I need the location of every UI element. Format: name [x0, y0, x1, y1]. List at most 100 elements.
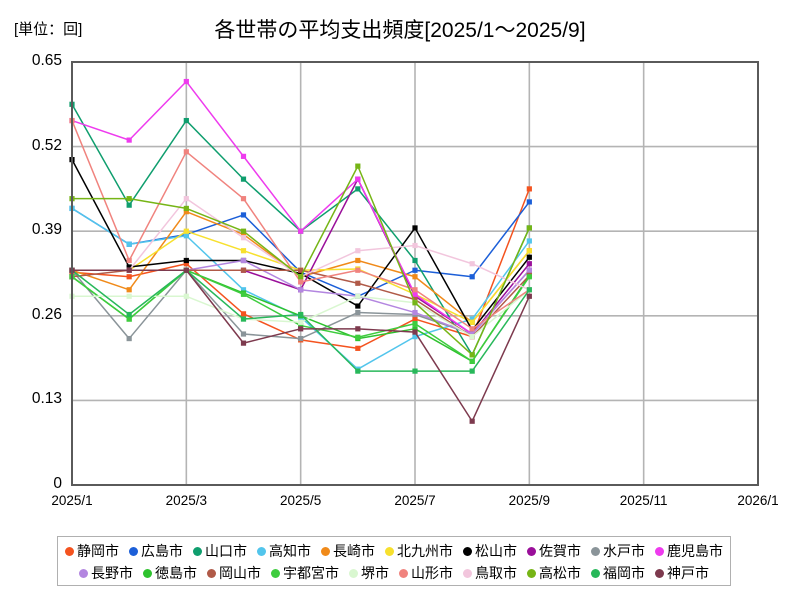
legend-item-高知市[interactable]: 高知市: [257, 544, 311, 558]
legend-item-広島市[interactable]: 広島市: [129, 544, 183, 558]
series-marker: [298, 326, 304, 332]
series-marker: [469, 316, 475, 322]
series-marker: [240, 267, 247, 273]
series-marker: [298, 267, 304, 273]
legend-label: 長野市: [91, 565, 133, 581]
series-marker: [126, 267, 132, 273]
series-marker: [526, 225, 532, 231]
legend-marker-icon: [349, 568, 358, 578]
series-marker: [526, 248, 532, 254]
series-marker: [412, 334, 418, 340]
legend-marker-icon: [399, 568, 408, 578]
series-marker: [183, 261, 189, 267]
y-axis-tick-label: 0.13: [31, 390, 62, 408]
legend-marker-icon: [463, 568, 472, 578]
series-marker: [355, 345, 361, 351]
series-marker: [355, 176, 361, 182]
series-marker: [240, 153, 247, 159]
series-marker: [412, 321, 418, 327]
legend-item-静岡市[interactable]: 静岡市: [65, 544, 119, 558]
series-marker: [412, 267, 418, 273]
series-marker: [183, 205, 189, 212]
series-marker: [412, 326, 418, 332]
legend-label: 広島市: [141, 543, 183, 559]
legend-item-岡山市[interactable]: 岡山市: [207, 566, 261, 580]
series-marker: [412, 368, 418, 374]
series-marker: [412, 300, 418, 306]
series-marker: [240, 196, 247, 202]
series-marker: [183, 78, 189, 85]
legend-item-北九州市[interactable]: 北九州市: [385, 544, 453, 558]
series-marker: [126, 335, 132, 342]
series-marker: [469, 326, 475, 332]
series-marker: [469, 352, 475, 358]
legend-item-鳥取市[interactable]: 鳥取市: [463, 566, 517, 580]
legend-item-山口市[interactable]: 山口市: [193, 544, 247, 558]
y-axis-tick-label: 0: [53, 475, 62, 492]
legend-item-高松市[interactable]: 高松市: [527, 566, 581, 580]
legend-item-水戸市[interactable]: 水戸市: [591, 544, 645, 558]
page-title: 各世帯の平均支出頻度[2025/1～2025/9]: [214, 19, 586, 42]
legend-marker-icon: [129, 546, 138, 556]
legend-marker-icon: [321, 546, 330, 556]
series-marker: [126, 316, 132, 322]
series-marker: [412, 257, 418, 264]
series-marker: [183, 228, 189, 234]
legend-item-山形市[interactable]: 山形市: [399, 566, 453, 580]
legend-item-宇都宮市[interactable]: 宇都宮市: [271, 566, 339, 580]
series-marker: [183, 293, 189, 299]
legend-item-松山市[interactable]: 松山市: [463, 544, 517, 558]
series-marker: [412, 287, 418, 293]
legend-item-神戸市[interactable]: 神戸市: [655, 566, 709, 580]
legend-label: 山口市: [205, 543, 247, 559]
legend-row: 静岡市 広島市 山口市 高知市 長崎市 北九州市 松山市 佐賀市 水戸市 鹿児島市: [62, 540, 726, 562]
series-marker: [469, 368, 475, 374]
series-marker: [298, 319, 304, 325]
series-marker: [126, 287, 132, 293]
legend-item-長野市[interactable]: 長野市: [79, 566, 133, 580]
series-marker: [412, 225, 418, 231]
legend-item-鹿児島市[interactable]: 鹿児島市: [655, 544, 723, 558]
legend-label: 山形市: [411, 565, 453, 581]
series-marker: [469, 418, 475, 424]
series-marker: [298, 228, 304, 234]
series-marker: [526, 254, 532, 260]
legend-label: 神戸市: [667, 565, 709, 581]
legend-label: 堺市: [361, 565, 389, 581]
legend-label: 福岡市: [603, 565, 645, 581]
legend-item-堺市[interactable]: 堺市: [349, 566, 389, 580]
series-marker: [126, 241, 132, 247]
legend-marker-icon: [527, 546, 536, 556]
series-marker: [126, 137, 132, 143]
legend-marker-icon: [193, 546, 202, 556]
series-marker: [355, 257, 361, 264]
legend-item-長崎市[interactable]: 長崎市: [321, 544, 375, 558]
series-marker: [298, 335, 304, 342]
series-marker: [355, 303, 361, 309]
series-marker: [412, 296, 418, 303]
series-marker: [183, 257, 189, 264]
series-marker: [412, 242, 418, 249]
legend-label: 北九州市: [397, 543, 453, 559]
legend-item-徳島市[interactable]: 徳島市: [143, 566, 197, 580]
legend-marker-icon: [655, 546, 664, 556]
legend-marker-icon: [655, 568, 664, 578]
legend-item-佐賀市[interactable]: 佐賀市: [527, 544, 581, 558]
series-marker: [412, 316, 418, 322]
y-axis-tick-label: 0.65: [31, 52, 62, 69]
plot-frame: [71, 61, 759, 486]
series-marker: [355, 248, 361, 254]
series-marker: [526, 267, 532, 273]
legend-label: 鳥取市: [475, 565, 517, 581]
y-axis-tick-label: 0.39: [31, 221, 62, 239]
series-marker: [240, 331, 247, 337]
series-marker: [355, 309, 361, 316]
legend-item-福岡市[interactable]: 福岡市: [591, 566, 645, 580]
series-marker: [526, 287, 532, 293]
series-marker: [526, 238, 532, 244]
series-marker: [240, 316, 247, 322]
legend-label: 宇都宮市: [283, 565, 339, 581]
legend-label: 岡山市: [219, 565, 261, 581]
